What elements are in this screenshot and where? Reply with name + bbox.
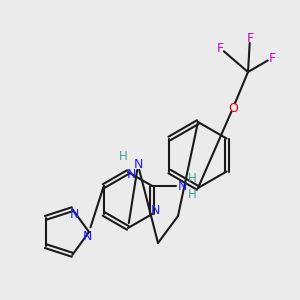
Text: H: H [188, 172, 197, 184]
Text: H: H [188, 188, 197, 200]
Text: N: N [178, 179, 187, 193]
Text: N: N [151, 205, 160, 218]
Text: F: F [216, 41, 224, 55]
Text: N: N [70, 208, 79, 221]
Text: H: H [118, 151, 127, 164]
Text: N: N [133, 158, 143, 172]
Text: N: N [126, 169, 136, 182]
Text: F: F [246, 32, 254, 44]
Text: F: F [268, 52, 276, 64]
Text: N: N [82, 230, 92, 244]
Text: O: O [228, 101, 238, 115]
